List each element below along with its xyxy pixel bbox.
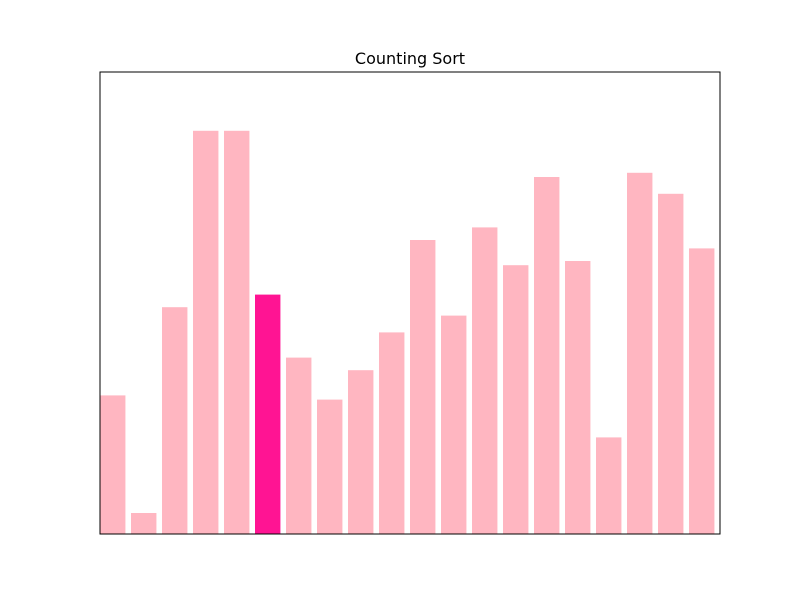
- bar: [565, 261, 591, 534]
- chart-title: Counting Sort: [355, 49, 465, 68]
- bar: [100, 395, 126, 534]
- bar: [379, 332, 405, 534]
- bar: [534, 177, 560, 534]
- bar: [224, 130, 250, 535]
- bar: [689, 248, 715, 534]
- bar: [503, 265, 529, 534]
- bar: [286, 357, 312, 534]
- bar-highlighted: [255, 294, 281, 534]
- bar: [658, 193, 684, 535]
- bar: [627, 172, 653, 535]
- bar: [348, 370, 374, 534]
- bar: [472, 227, 498, 534]
- bar: [193, 130, 219, 535]
- bar: [441, 315, 467, 534]
- bar: [410, 240, 436, 534]
- bar: [162, 307, 188, 534]
- bar: [317, 399, 343, 534]
- bar: [131, 513, 157, 534]
- bars-group: [100, 130, 715, 535]
- plot-frame: [99, 71, 721, 535]
- bar: [596, 437, 622, 534]
